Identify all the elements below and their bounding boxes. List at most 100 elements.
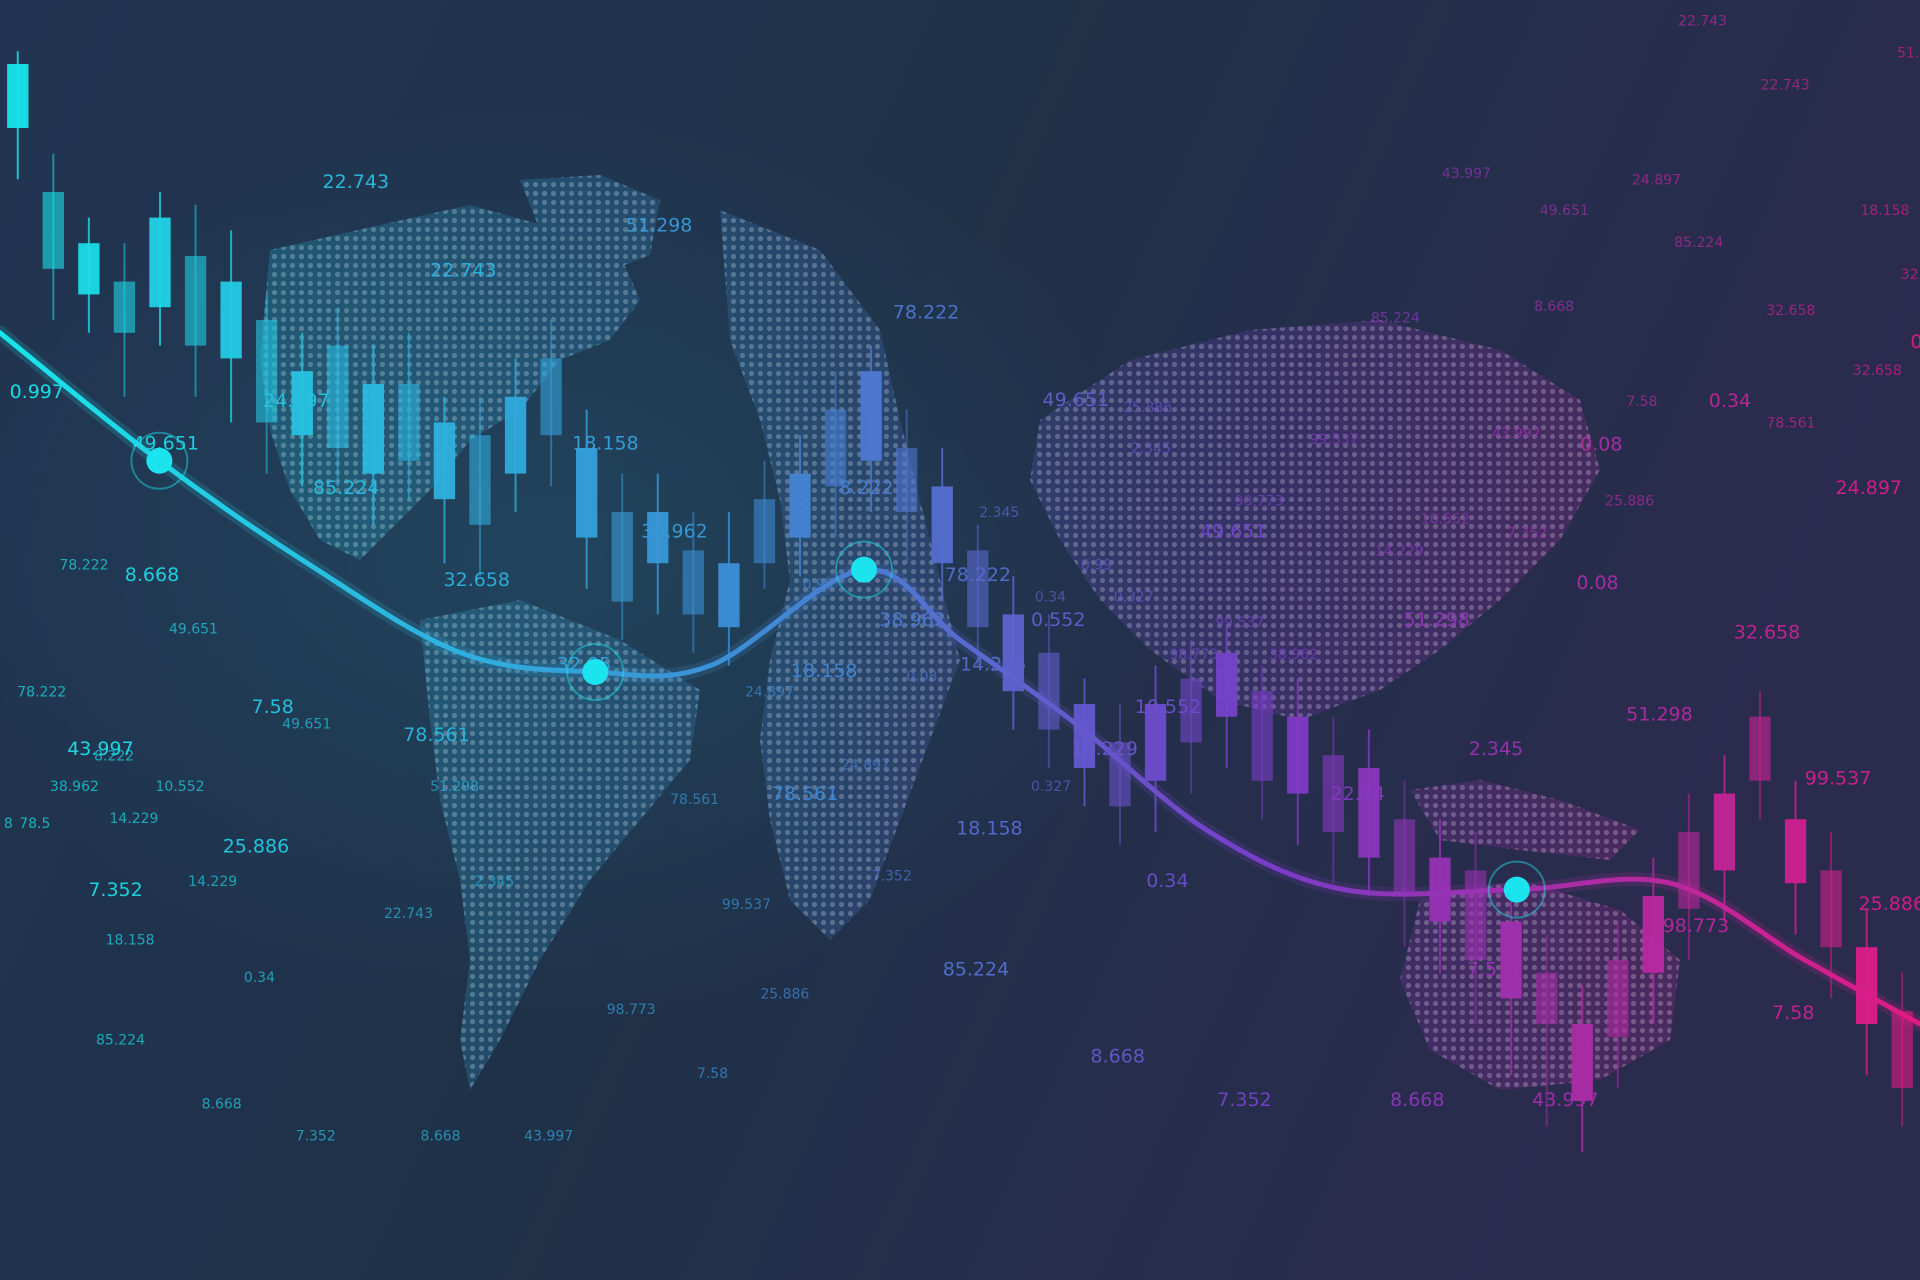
candle-body	[362, 384, 384, 474]
number-label: 7.58	[252, 696, 294, 718]
number-label: 78.561	[403, 724, 469, 746]
candle-body	[433, 422, 456, 500]
number-label: 85.224	[943, 958, 1009, 980]
candle-body	[896, 448, 918, 512]
number-label: 43.997	[1492, 426, 1541, 442]
number-label: 99.537	[1215, 615, 1264, 631]
trend-point-marker	[146, 447, 173, 474]
number-label: 2.345	[1469, 738, 1523, 760]
number-label: 22.743	[323, 171, 389, 193]
number-label: 22.743	[430, 259, 496, 281]
candle-body	[398, 384, 420, 461]
candle-body	[682, 550, 704, 615]
number-label: 78.561	[670, 792, 719, 808]
number-label: 0.997	[10, 381, 64, 403]
number-label: 10.552	[156, 779, 205, 795]
trend-point-ring	[130, 431, 189, 490]
number-label: 25.886	[223, 835, 289, 857]
number-label: 8.222	[94, 748, 134, 764]
candle-body	[256, 320, 278, 423]
number-label: 0.34	[1709, 390, 1751, 412]
number-label: 24.897	[841, 757, 890, 773]
candle-body	[611, 512, 633, 602]
number-label: 85.224	[96, 1032, 145, 1048]
number-label: 8.668	[202, 1096, 242, 1112]
number-label: 38.962	[1269, 647, 1318, 663]
candle-body	[1642, 896, 1664, 973]
number-label: 24.897	[745, 684, 794, 700]
number-label: 0.327	[1114, 590, 1154, 606]
number-label: 43.997	[1442, 166, 1491, 182]
number-label: 7.5	[1467, 958, 1497, 980]
number-label: 99.537	[1309, 432, 1358, 448]
number-label: 43.997	[524, 1128, 573, 1144]
number-label: 0.08	[1576, 572, 1618, 594]
number-label: 14.229	[109, 811, 158, 827]
candle-body	[327, 345, 349, 448]
candle-body	[149, 217, 171, 308]
candle-body	[718, 563, 740, 628]
number-label: 98.773	[1235, 494, 1284, 510]
number-label: 24.897	[1836, 477, 1902, 499]
number-label: 22.743	[384, 906, 433, 922]
number-label: 43.997	[67, 738, 133, 760]
number-label: 7.352	[88, 879, 142, 901]
number-label: 8.668	[1534, 299, 1574, 315]
trend-point-ring	[835, 540, 893, 599]
trend-point-ring	[1487, 860, 1546, 919]
candle-body	[42, 192, 64, 269]
number-label: 85.224	[313, 477, 379, 499]
number-label: 98.773	[1663, 915, 1729, 937]
candle-body	[1251, 691, 1273, 781]
number-label: 78.5	[19, 816, 50, 832]
number-label: 32.658	[1734, 622, 1800, 644]
number-label: 7.58	[1772, 1002, 1814, 1024]
candle-body	[1820, 870, 1842, 948]
number-label: 98.773	[1169, 647, 1218, 663]
number-label: 14.229	[1375, 544, 1424, 560]
number-label: 18.158	[1860, 203, 1909, 219]
candle-body	[1607, 960, 1629, 1037]
candle-body	[1287, 716, 1309, 794]
number-label: 22.743	[1761, 78, 1810, 94]
trend-point-marker	[582, 659, 609, 685]
candle-body	[1536, 972, 1558, 1024]
number-label: 18.158	[791, 660, 857, 682]
number-label: 0.08	[906, 669, 937, 685]
number-label: 49.651	[169, 622, 218, 638]
candle-body	[1358, 768, 1380, 858]
number-label: 32.658	[1853, 363, 1902, 379]
number-label: 51.298	[1897, 46, 1920, 62]
number-label: 7.58	[1626, 394, 1657, 410]
number-label: 8.668	[420, 1128, 460, 1144]
number-label: 0.327	[1031, 779, 1071, 795]
number-label: 8	[4, 816, 13, 832]
number-label: 22.743	[1678, 14, 1727, 30]
number-label: 0.34	[1035, 590, 1066, 606]
number-label: 25.886	[1605, 494, 1654, 510]
candle-body	[540, 358, 562, 436]
number-label: 99.537	[722, 897, 771, 913]
number-label: 0.34	[244, 970, 275, 986]
candle-body	[1180, 678, 1202, 743]
number-label: 2.345	[474, 874, 514, 890]
number-label: 78.222	[60, 558, 109, 574]
number-label: 78.222	[17, 684, 66, 700]
number-label: 7.58	[697, 1066, 728, 1082]
number-label: 7.352	[1217, 1089, 1271, 1111]
number-label: 25.886	[1123, 400, 1172, 416]
trend-line	[0, 330, 1920, 1027]
number-label: 51.298	[1404, 609, 1470, 631]
number-label: 2.345	[979, 505, 1019, 521]
number-label: 25.886	[760, 986, 809, 1002]
number-label: 32.658	[1766, 303, 1815, 319]
number-label: 7.352	[1507, 526, 1547, 542]
trend-point-marker	[1503, 876, 1530, 903]
candle-body	[1500, 921, 1522, 999]
number-label: 49.651	[1200, 521, 1266, 543]
number-label: 18.158	[956, 818, 1022, 840]
candle-body	[504, 396, 527, 474]
scattered-number-labels: 22.743 51.298 22.743 78.222 24.897 49.651 49.6…	[4, 14, 1920, 1145]
number-label: 32.658	[444, 569, 510, 591]
candle-body	[824, 409, 847, 487]
